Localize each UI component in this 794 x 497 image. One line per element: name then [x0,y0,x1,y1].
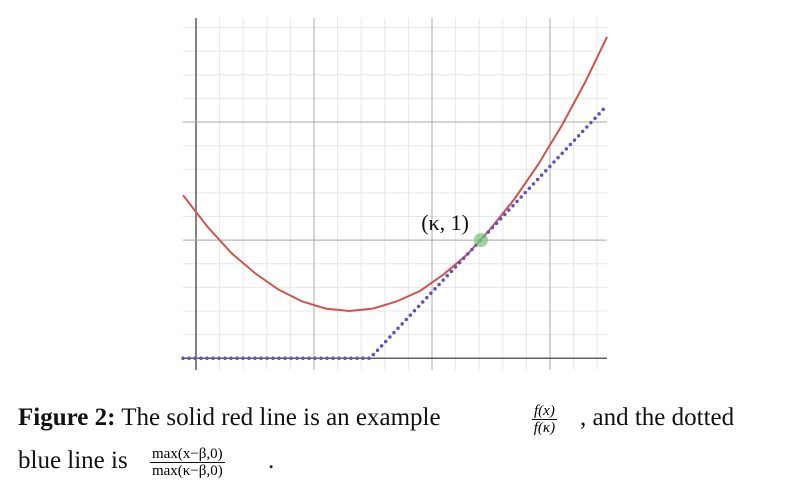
chart: (κ, 1) [181,18,609,370]
caption-line: Figure 2: The solid red line is an examp… [18,404,441,432]
caption-text: , and the dotted [580,404,735,431]
fraction: max(x−β,0) max(κ−β,0) [150,446,225,479]
annotation-label: (κ, 1) [421,210,469,235]
numerator: max(x−β,0) [150,446,225,463]
fraction: f(x) f(κ) [532,403,557,436]
denominator: f(κ) [533,420,556,436]
caption-text: The solid red line is an example [121,404,441,431]
denominator: max(κ−β,0) [151,463,223,479]
numerator: f(x) [532,403,557,420]
caption-text: blue line is [18,447,128,474]
caption-text: . [268,447,275,474]
annotation-point [473,233,488,248]
caption-label: Figure 2: [18,404,116,431]
solid-line [182,36,608,312]
dotted-line [181,103,609,360]
